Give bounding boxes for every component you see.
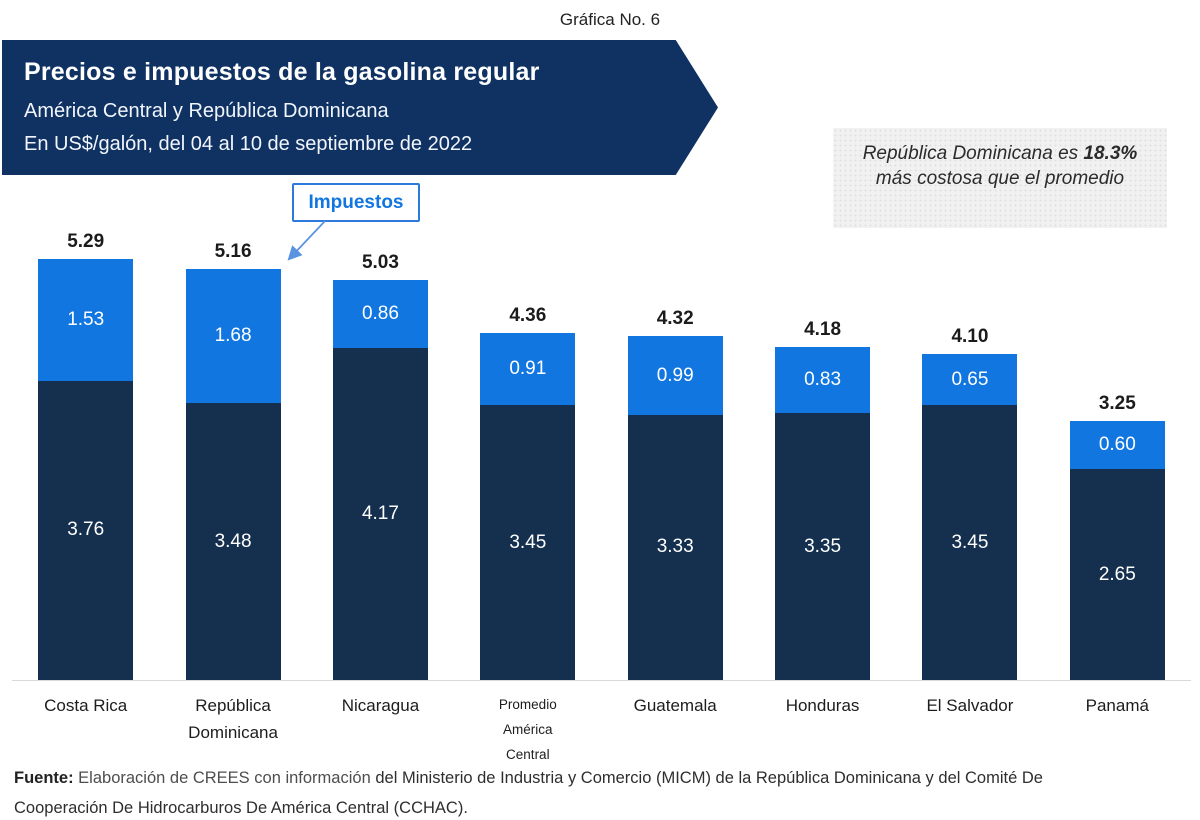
tax-value-label: 0.86 <box>361 302 399 324</box>
base-value-label: 2.65 <box>1098 563 1136 585</box>
bar-segment-tax: 1.68 <box>185 269 281 403</box>
bar-total-label: 4.10 <box>951 325 989 347</box>
bar-group: 4.18 0.83 3.35 <box>749 230 896 680</box>
tax-value-label: 0.99 <box>656 364 694 386</box>
bar-group: 4.32 0.99 3.33 <box>602 230 749 680</box>
category-cell: Nicaragua <box>307 692 454 719</box>
bar-segment-base: 4.17 <box>332 348 428 680</box>
tax-value-label: 0.83 <box>804 369 842 391</box>
base-value-label: 3.45 <box>509 531 547 553</box>
bar-segment-base: 3.45 <box>922 405 1018 680</box>
bar-group: 4.36 0.91 3.45 <box>454 230 601 680</box>
bar-segment-base: 3.48 <box>185 403 281 680</box>
bar-segment-tax: 0.86 <box>332 279 428 349</box>
source-text-strong: del Ministerio de Industria y Comercio (… <box>14 769 1043 817</box>
source-label: Fuente: <box>14 769 74 787</box>
annotation-highlight: 18.3% <box>1083 143 1138 164</box>
bar-segment-base: 3.76 <box>38 380 134 680</box>
base-value-label: 3.45 <box>951 531 989 553</box>
category-cell: El Salvador <box>896 692 1043 719</box>
category-label: Promedio América Central <box>498 697 557 762</box>
base-value-label: 3.35 <box>804 535 842 557</box>
source-text: Elaboración de CREES con información <box>73 769 376 787</box>
bar-group: 5.29 1.53 3.76 <box>12 230 159 680</box>
category-label: República Dominicana <box>188 696 278 742</box>
bar-segment-tax: 1.53 <box>38 258 134 381</box>
bar-stack: 1.68 3.48 <box>185 269 281 680</box>
base-value-label: 3.76 <box>67 519 105 541</box>
bar-total-label: 4.32 <box>656 308 694 330</box>
bar-stack: 0.86 4.17 <box>332 279 428 680</box>
base-value-label: 3.33 <box>656 536 694 558</box>
tax-value-label: 0.91 <box>509 358 547 380</box>
bar-total-label: 5.29 <box>67 230 105 252</box>
bar-segment-tax: 0.65 <box>922 353 1018 406</box>
callout-arrow-icon <box>287 220 326 261</box>
bar-segment-tax: 0.60 <box>1069 421 1165 470</box>
bar-total-label: 4.36 <box>509 304 547 326</box>
tax-value-label: 0.60 <box>1098 434 1136 456</box>
bar-total-label: 3.25 <box>1098 393 1136 415</box>
category-label: Honduras <box>785 696 860 715</box>
bar-segment-base: 3.35 <box>775 413 871 680</box>
bar-stack: 0.91 3.45 <box>480 332 576 680</box>
base-value-label: 3.48 <box>214 530 252 552</box>
category-cell: Panamá <box>1044 692 1191 719</box>
bar-stack: 0.83 3.35 <box>775 347 871 680</box>
tax-value-label: 0.65 <box>951 368 989 390</box>
annotation-box: República Dominicana es 18.3% más costos… <box>833 128 1167 228</box>
category-cell: Promedio América Central <box>454 692 601 767</box>
category-label: Guatemala <box>633 696 717 715</box>
category-label: Panamá <box>1085 696 1149 715</box>
bar-total-label: 5.03 <box>361 251 399 273</box>
tax-value-label: 1.53 <box>67 308 105 330</box>
category-cell: Honduras <box>749 692 896 719</box>
bar-segment-tax: 0.83 <box>775 347 871 414</box>
bar-group: 5.03 0.86 4.17 <box>307 230 454 680</box>
figure-label: Gráfica No. 6 <box>559 10 661 29</box>
bar-segment-base: 2.65 <box>1069 469 1165 680</box>
legend-callout-impuestos: Impuestos <box>292 183 420 222</box>
category-cell: Guatemala <box>602 692 749 719</box>
base-value-label: 4.17 <box>361 503 399 525</box>
source-note: Fuente: Elaboración de CREES con informa… <box>14 763 1124 820</box>
category-cell: República Dominicana <box>159 692 306 746</box>
category-label: Nicaragua <box>341 696 420 715</box>
bar-total-label: 5.16 <box>214 241 252 263</box>
bar-group: 5.16 1.68 3.48 <box>159 230 306 680</box>
tax-value-label: 1.68 <box>214 325 252 347</box>
bar-stack: 0.65 3.45 <box>922 353 1018 680</box>
bar-total-label: 4.18 <box>804 319 842 341</box>
page-period: En US$/galón, del 04 al 10 de septiembre… <box>24 133 473 155</box>
bar-chart: 5.29 1.53 3.76 5.16 1.68 3.48 5.03 0.86 4.17 4.36… <box>12 230 1191 681</box>
bar-stack: 0.60 2.65 <box>1069 421 1165 680</box>
bar-segment-base: 3.33 <box>627 414 723 680</box>
bar-group: 3.25 0.60 2.65 <box>1044 230 1191 680</box>
bar-segment-base: 3.45 <box>480 405 576 680</box>
bar-group: 4.10 0.65 3.45 <box>896 230 1043 680</box>
bar-stack: 0.99 3.33 <box>627 336 723 680</box>
annotation-text-post: más costosa que el promedio <box>875 168 1125 189</box>
category-cell: Costa Rica <box>12 692 159 719</box>
page-subtitle: América Central y República Dominicana <box>24 100 389 122</box>
category-axis: Costa Rica República Dominicana Nicaragua P… <box>12 692 1191 767</box>
bar-stack: 1.53 3.76 <box>38 258 134 680</box>
category-label: Costa Rica <box>44 696 128 715</box>
annotation-text-pre: República Dominicana es <box>862 143 1084 164</box>
header-banner: Precios e impuestos de la gasolina regul… <box>2 40 718 175</box>
category-label: El Salvador <box>926 696 1014 715</box>
bar-segment-tax: 0.91 <box>480 332 576 406</box>
bar-segment-tax: 0.99 <box>627 336 723 415</box>
page-title: Precios e impuestos de la gasolina regul… <box>24 58 540 86</box>
